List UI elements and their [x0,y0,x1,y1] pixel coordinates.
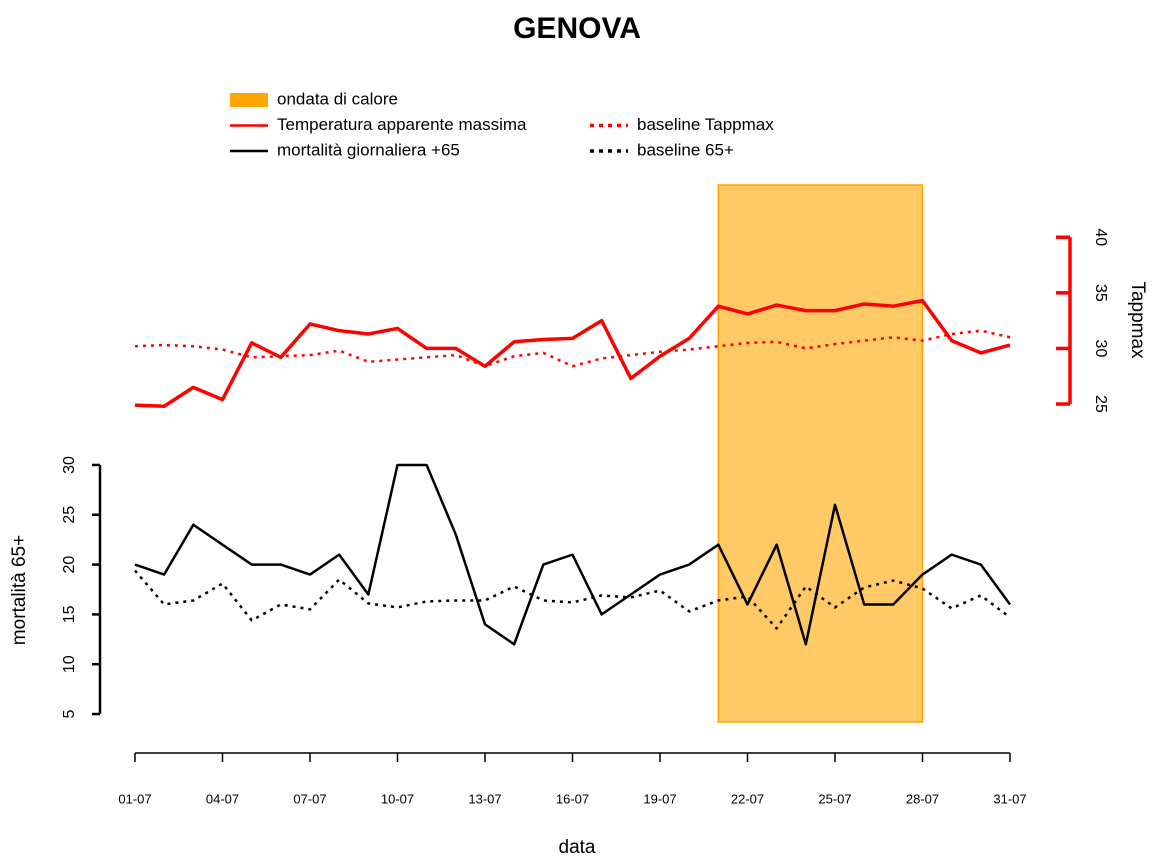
series-line [134,329,1011,368]
y2-axis-label: Tappmax [1127,281,1148,359]
x-tick-label: 01-07 [118,791,151,806]
x-tick-label: 25-07 [818,791,851,806]
y-axis-label: mortalità 65+ [9,535,30,645]
y2-tick-label: 40 [1092,228,1109,246]
x-tick-label: 22-07 [731,791,764,806]
x-tick-label: 13-07 [468,791,501,806]
series-line [134,463,1012,646]
legend-label: mortalità giornaliera +65 [277,140,460,159]
y-tick-label: 25 [61,506,78,524]
x-tick-label: 10-07 [381,791,414,806]
y2-tick-label: 25 [1092,395,1109,413]
x-tick-label: 31-07 [993,791,1026,806]
legend-label: ondata di calore [277,89,398,108]
y-tick-label: 30 [61,456,78,474]
y-tick-label: 10 [61,655,78,673]
y2-tick-label: 35 [1092,284,1109,302]
legend-label: Temperatura apparente massima [277,115,527,134]
x-tick-label: 16-07 [556,791,589,806]
chart-title: GENOVA [513,12,641,45]
y-tick-label: 15 [61,605,78,623]
x-tick-label: 19-07 [643,791,676,806]
legend-swatch [230,93,268,107]
legend-label: baseline 65+ [637,140,734,159]
legend-label: baseline Tappmax [637,115,774,134]
x-tick-label: 04-07 [206,791,239,806]
x-tick-label: 07-07 [293,791,326,806]
heatwave-band [717,184,924,723]
x-axis-label: data [559,837,596,858]
series-line [134,298,1011,408]
x-tick-label: 28-07 [906,791,939,806]
y-tick-label: 20 [61,556,78,574]
y-tick-label: 5 [61,709,78,718]
y2-tick-label: 30 [1092,340,1109,358]
